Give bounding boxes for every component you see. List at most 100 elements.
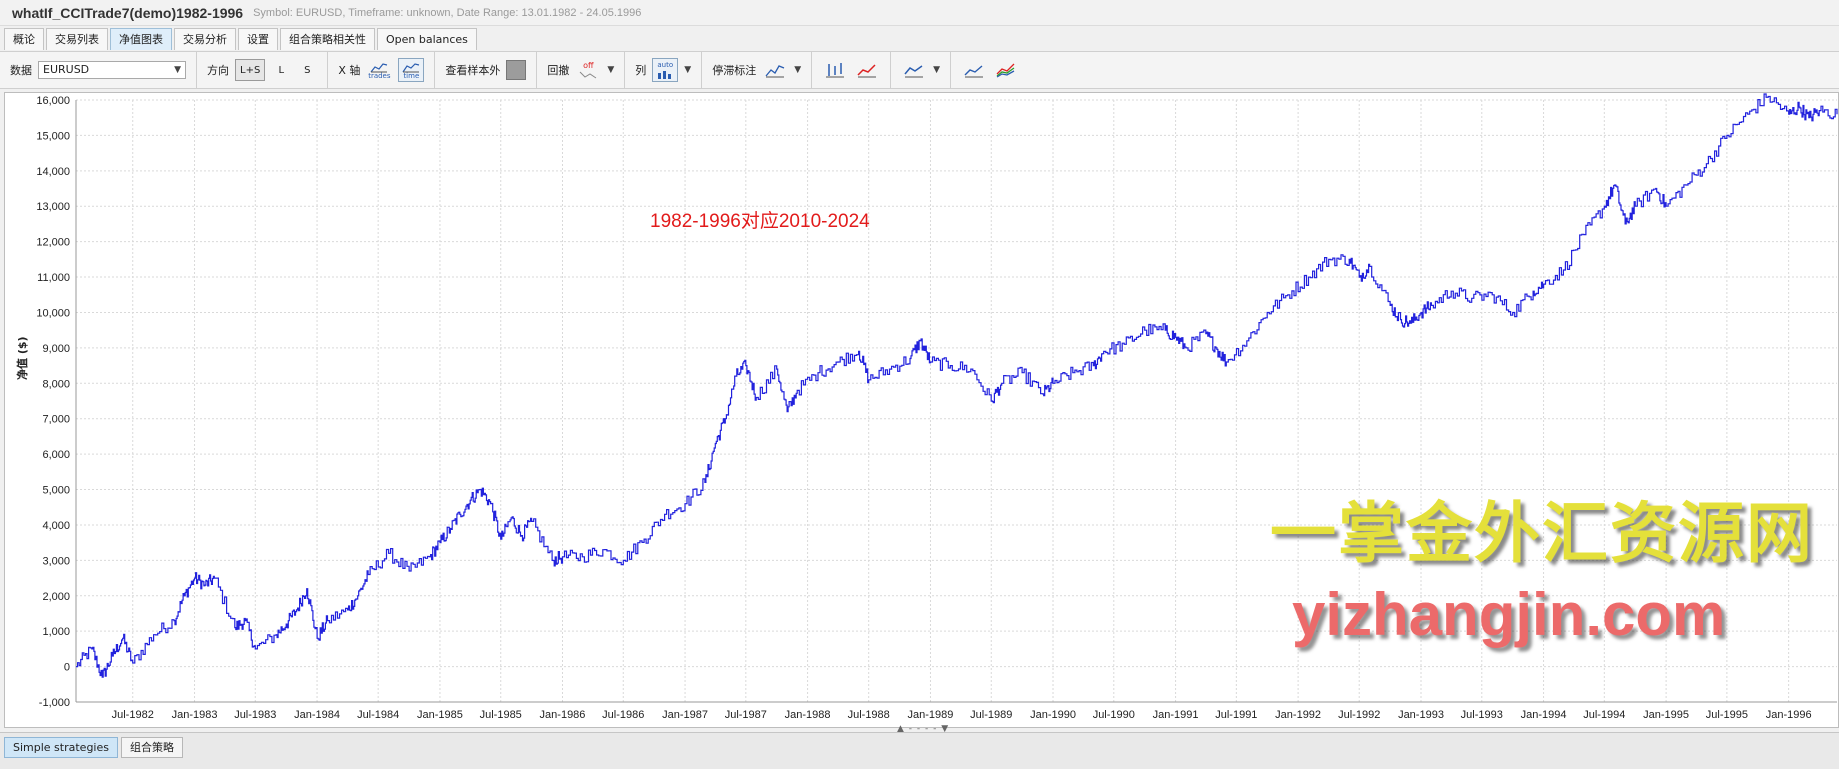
x-tick-label: Jan-1993 — [1398, 709, 1444, 721]
watermark-title: 一掌金外汇资源网 — [1270, 495, 1814, 572]
compare-chart-button[interactable] — [961, 58, 987, 82]
direction-label: 方向 — [207, 64, 229, 77]
oos-group: 查看样本外 — [435, 52, 538, 88]
x-tick-label: Jan-1984 — [294, 709, 340, 721]
x-tick-label: Jan-1988 — [785, 709, 831, 721]
y-tick-label: 8,000 — [42, 378, 70, 390]
stop-marker-button[interactable] — [762, 58, 788, 82]
bar-chart-style-button[interactable] — [822, 58, 848, 82]
tab-overview[interactable]: 概论 — [4, 28, 44, 50]
time-caption: time — [403, 71, 420, 80]
x-tick-label: Jul-1982 — [112, 709, 154, 721]
direction-ls-button[interactable]: L+S — [235, 59, 266, 81]
ohlc-chart-icon — [826, 63, 845, 78]
line-chart-icon — [904, 65, 924, 78]
tab-equity-chart[interactable]: 净值图表 — [110, 28, 172, 50]
y-tick-label: 15,000 — [36, 130, 70, 142]
direction-long-button[interactable]: L — [278, 64, 285, 76]
multi-series-chart-button[interactable] — [993, 58, 1019, 82]
x-tick-label: Jul-1990 — [1093, 709, 1135, 721]
chevron-down-icon[interactable]: ▼ — [794, 65, 802, 75]
xaxis-time-button[interactable]: time — [398, 58, 425, 82]
tab-simple-strategies[interactable]: Simple strategies — [4, 737, 118, 758]
y-tick-label: 1,000 — [42, 626, 70, 638]
column-label: 列 — [635, 64, 647, 77]
column-button[interactable]: auto — [652, 58, 679, 82]
y-tick-label: 9,000 — [42, 343, 70, 355]
x-tick-label: Jul-1994 — [1583, 709, 1625, 721]
tab-settings[interactable]: 设置 — [238, 28, 278, 50]
y-tick-label: 10,000 — [36, 307, 70, 319]
red-line-chart-button[interactable] — [854, 58, 880, 82]
window-title: whatIf_CCITrade7(demo)1982-1996 — [12, 4, 244, 21]
x-tick-label: Jan-1994 — [1521, 709, 1567, 721]
y-tick-label: 4,000 — [42, 520, 70, 532]
line-chart-icon — [402, 62, 420, 72]
oos-toggle-button[interactable] — [506, 60, 527, 80]
drawdown-state: off — [583, 60, 594, 70]
trades-caption: trades — [368, 71, 391, 80]
chevron-down-icon[interactable]: ▼ — [684, 65, 692, 75]
x-tick-label: Jan-1985 — [417, 709, 463, 721]
chevron-down-icon: ▼ — [174, 65, 181, 75]
x-tick-label: Jul-1983 — [234, 709, 276, 721]
y-tick-label: 0 — [64, 662, 70, 674]
chevron-down-icon[interactable]: ▼ — [933, 65, 941, 75]
column-chart-icon — [658, 70, 672, 79]
x-tick-label: Jul-1985 — [480, 709, 522, 721]
xaxis-trades-button[interactable]: trades — [366, 58, 392, 82]
y-tick-label: 14,000 — [36, 166, 70, 178]
line-chart-icon — [765, 65, 785, 78]
drawdown-label: 回撤 — [547, 64, 570, 77]
chart-style-group — [812, 52, 892, 88]
x-tick-label: Jul-1987 — [725, 709, 767, 721]
bottom-tabs: Simple strategies 组合策略 — [0, 732, 1839, 769]
stop-group: 停滞标注 ▼ — [702, 52, 813, 88]
stop-label: 停滞标注 — [712, 64, 757, 77]
y-tick-label: 3,000 — [42, 555, 70, 567]
tab-open-balances[interactable]: Open balances — [377, 28, 477, 50]
equity-chart: -1,000 0 1,000 2,000 3,000 4,000 5,000 6,000 7,0… — [36, 93, 1838, 721]
data-label: 数据 — [10, 64, 32, 77]
x-tick-label: Jan-1989 — [908, 709, 954, 721]
direction-short-button[interactable]: S — [304, 64, 311, 76]
tab-portfolio-strategies[interactable]: 组合策略 — [120, 737, 183, 758]
y-tick-label: 11,000 — [37, 272, 70, 284]
x-tick-label: Jan-1992 — [1275, 709, 1321, 721]
line-chart-icon — [857, 64, 877, 78]
result-tabs: 概论 交易列表 净值图表 交易分析 设置 组合策略相关性 Open balanc… — [4, 28, 477, 51]
window-titlebar: whatIf_CCITrade7(demo)1982-1996 Symbol: … — [0, 0, 1839, 26]
drawdown-group: 回撤 off ▼ — [537, 52, 626, 88]
direction-group: 方向 L+S L S — [197, 52, 329, 88]
data-select-value: EURUSD — [43, 63, 90, 76]
drawdown-button[interactable]: off — [575, 58, 601, 82]
tab-portfolio-correlation[interactable]: 组合策略相关性 — [280, 28, 375, 50]
y-tick-label: 6,000 — [42, 449, 70, 461]
x-tick-label: Jul-1993 — [1461, 709, 1503, 721]
drawdown-chart-icon — [580, 71, 597, 78]
equity-series-line — [76, 93, 1838, 678]
x-tick-label: Jul-1991 — [1215, 709, 1257, 721]
compare-group — [951, 52, 1029, 88]
data-group: 数据 EURUSD ▼ — [0, 52, 197, 88]
chart-resize-handle[interactable]: ▲ - - - - ▼ — [897, 724, 950, 734]
y-tick-label: 5,000 — [42, 485, 70, 497]
equity-chart-panel — [4, 92, 1839, 728]
x-tick-label: Jul-1989 — [970, 709, 1012, 721]
tab-trade-list[interactable]: 交易列表 — [46, 28, 108, 50]
y-tick-label: 13,000 — [36, 201, 70, 213]
series-chart-button[interactable] — [901, 58, 927, 82]
y-tick-label: 7,000 — [42, 414, 70, 426]
chevron-down-icon[interactable]: ▼ — [607, 65, 615, 75]
x-tick-label: Jan-1990 — [1030, 709, 1076, 721]
column-state: auto — [657, 60, 674, 69]
x-tick-label: Jan-1986 — [540, 709, 586, 721]
y-tick-label: 12,000 — [36, 237, 70, 249]
series-group: ▼ — [891, 52, 952, 88]
y-tick-label: 2,000 — [42, 591, 70, 603]
window-subtitle: Symbol: EURUSD, Timeframe: unknown, Date… — [253, 6, 642, 19]
x-tick-label: Jan-1991 — [1153, 709, 1199, 721]
data-select[interactable]: EURUSD ▼ — [38, 61, 186, 79]
tab-trade-analysis[interactable]: 交易分析 — [174, 28, 236, 50]
x-tick-label: Jan-1987 — [662, 709, 708, 721]
